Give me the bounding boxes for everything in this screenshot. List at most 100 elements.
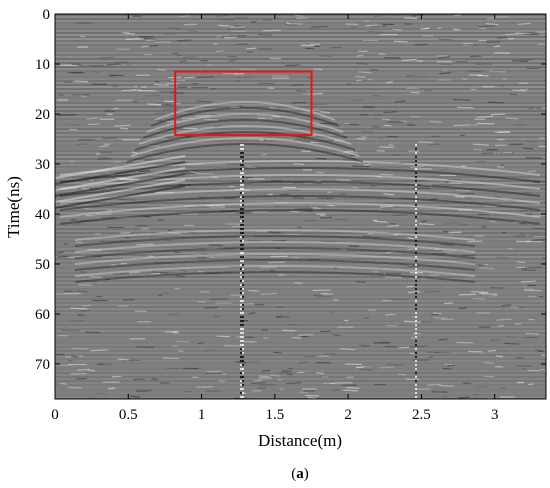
texture-trace	[242, 228, 244, 230]
texture-band	[55, 250, 546, 252]
texture-speck	[97, 156, 109, 159]
texture-trace	[415, 188, 417, 190]
texture-trace	[415, 264, 417, 266]
texture-speck	[458, 293, 477, 296]
texture-band	[55, 326, 546, 328]
texture-band	[55, 376, 546, 378]
texture-band	[55, 312, 546, 314]
texture-trace	[242, 308, 244, 310]
texture-speck	[392, 28, 403, 31]
texture-speck	[180, 269, 187, 272]
texture-speck	[372, 94, 381, 97]
texture-trace	[242, 344, 244, 346]
texture-speck	[172, 345, 178, 347]
texture-speck	[429, 120, 442, 123]
texture-speck	[403, 320, 421, 323]
texture-band	[55, 78, 546, 80]
x-tick-label: 1.5	[265, 407, 284, 423]
texture-trace	[415, 312, 417, 314]
texture-band	[55, 284, 546, 286]
texture-trace	[240, 176, 242, 178]
texture-trace	[242, 336, 244, 338]
texture-speck	[330, 389, 341, 392]
texture-speck	[410, 15, 416, 17]
texture-speck	[310, 206, 319, 209]
texture-speck	[483, 375, 495, 378]
texture-speck	[424, 290, 440, 293]
texture-speck	[384, 56, 401, 59]
texture-band	[55, 324, 546, 326]
texture-speck	[375, 272, 385, 275]
texture-trace	[242, 260, 244, 262]
texture-trace	[240, 288, 242, 290]
texture-trace	[240, 348, 242, 350]
texture-arc	[74, 253, 476, 265]
texture-band	[55, 82, 546, 84]
texture-trace	[240, 268, 242, 270]
texture-band	[55, 120, 546, 122]
texture-band	[55, 270, 546, 272]
texture-speck	[250, 382, 267, 385]
texture-speck	[154, 83, 169, 86]
texture-trace	[240, 392, 242, 394]
texture-speck	[222, 72, 239, 75]
texture-band	[55, 18, 546, 20]
texture-speck	[206, 372, 223, 375]
texture-speck	[95, 153, 101, 155]
texture-trace	[415, 280, 417, 282]
texture-speck	[409, 345, 428, 348]
texture-trace	[240, 212, 242, 214]
texture-band	[55, 258, 546, 260]
texture-arc	[74, 229, 476, 241]
texture-band	[55, 294, 546, 296]
texture-band	[55, 220, 546, 222]
texture-arc	[74, 241, 476, 253]
texture-trace	[242, 148, 244, 150]
texture-speck	[343, 319, 349, 322]
texture-band	[55, 224, 546, 226]
texture-speck	[297, 226, 302, 229]
texture-speck	[218, 18, 234, 21]
texture-speck	[438, 338, 448, 341]
texture-trace	[415, 224, 417, 226]
texture-speck	[393, 40, 408, 43]
texture-arc	[59, 188, 541, 204]
texture-trace	[242, 236, 244, 238]
texture-trace	[242, 340, 244, 342]
texture-speck	[332, 334, 341, 337]
texture-speck	[279, 388, 285, 391]
texture-speck	[520, 280, 536, 283]
texture-speck	[185, 172, 196, 175]
texture-speck	[285, 382, 302, 385]
texture-speck	[439, 72, 451, 75]
texture-trace	[415, 220, 417, 222]
texture-band	[55, 16, 546, 18]
texture-speck	[517, 22, 531, 25]
texture-trace	[242, 312, 244, 314]
texture-trace	[415, 256, 417, 258]
texture-band	[55, 380, 546, 382]
texture-trace	[240, 244, 242, 246]
texture-trace	[415, 344, 417, 346]
texture-trace	[242, 208, 244, 210]
texture-speck	[224, 36, 237, 39]
texture-band	[55, 292, 546, 294]
texture-speck	[183, 390, 192, 393]
texture-band	[55, 388, 546, 390]
texture-speck	[165, 136, 173, 139]
texture-arc	[74, 259, 476, 271]
texture-trace	[240, 340, 242, 342]
texture-speck	[312, 103, 329, 106]
texture-band	[55, 14, 546, 16]
texture-band	[55, 20, 546, 22]
texture-speck	[470, 291, 485, 293]
texture-speck	[386, 81, 394, 84]
texture-speck	[408, 265, 420, 268]
texture-speck	[356, 54, 364, 57]
texture-band	[55, 302, 546, 304]
texture-trace	[240, 184, 242, 186]
texture-trace	[415, 168, 417, 170]
texture-speck	[489, 70, 507, 73]
texture-trace	[242, 296, 244, 298]
